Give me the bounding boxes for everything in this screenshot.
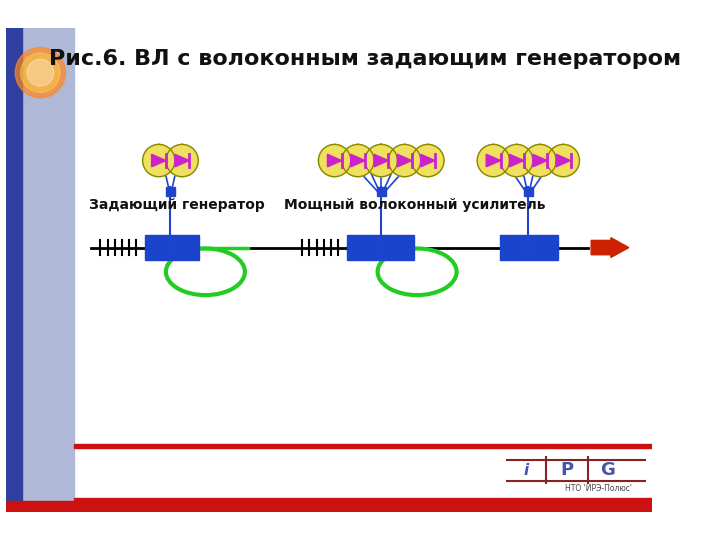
Polygon shape: [510, 154, 524, 167]
Bar: [73, 444, 652, 448]
Polygon shape: [328, 154, 342, 167]
Polygon shape: [374, 154, 388, 167]
Text: Задающий генератор: Задающий генератор: [89, 198, 264, 212]
Circle shape: [477, 144, 510, 177]
Circle shape: [412, 144, 444, 177]
Circle shape: [21, 53, 60, 92]
Circle shape: [342, 144, 374, 177]
Bar: [377, 187, 386, 195]
Polygon shape: [152, 154, 166, 167]
Circle shape: [500, 144, 533, 177]
Text: G: G: [600, 462, 615, 480]
Polygon shape: [351, 154, 365, 167]
Polygon shape: [420, 154, 435, 167]
Circle shape: [27, 59, 54, 86]
Text: Мощный волоконный усилитель: Мощный волоконный усилитель: [284, 198, 545, 212]
Polygon shape: [486, 154, 500, 167]
Bar: [6, 28, 22, 512]
Text: Рис.6. ВЛ с волоконным задающим генератором: Рис.6. ВЛ с волоконным задающим генерато…: [49, 49, 681, 69]
Circle shape: [524, 144, 556, 177]
Text: P: P: [560, 462, 574, 480]
Bar: [6, 502, 652, 512]
Circle shape: [365, 144, 397, 177]
Text: НТО 'ИРЭ-Полюс': НТО 'ИРЭ-Полюс': [564, 484, 632, 494]
Bar: [347, 235, 415, 260]
Circle shape: [15, 48, 66, 98]
FancyArrow shape: [591, 238, 629, 258]
Bar: [6, 28, 73, 512]
Bar: [500, 235, 558, 260]
Polygon shape: [397, 154, 412, 167]
Text: i: i: [524, 463, 529, 478]
Circle shape: [388, 144, 420, 177]
Circle shape: [547, 144, 580, 177]
Polygon shape: [556, 154, 570, 167]
Polygon shape: [175, 154, 189, 167]
Polygon shape: [533, 154, 547, 167]
Bar: [524, 187, 533, 195]
Circle shape: [318, 144, 351, 177]
Bar: [145, 235, 199, 260]
Circle shape: [166, 144, 198, 177]
Bar: [166, 187, 175, 195]
Bar: [73, 498, 652, 502]
Circle shape: [143, 144, 175, 177]
